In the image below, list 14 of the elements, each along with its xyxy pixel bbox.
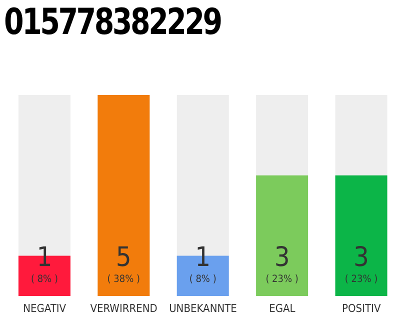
- annotation: ( 38% ): [107, 274, 140, 285]
- annotation: ( 23% ): [266, 274, 298, 285]
- data-label: 3: [354, 242, 369, 273]
- annotation: ( 23% ): [344, 274, 378, 285]
- annotation: ( 8% ): [30, 274, 58, 285]
- chart-title: 015778382229: [4, 2, 221, 43]
- x-tick-label: UNBEKANNTE: [169, 302, 237, 315]
- data-label: 3: [274, 242, 290, 273]
- data-label: 5: [116, 242, 132, 273]
- x-tick-label: VERWIRREND: [90, 302, 158, 315]
- annotation: ( 8% ): [189, 274, 216, 285]
- x-tick-label: NEGATIV: [23, 302, 66, 315]
- x-tick-label: POSITIV: [342, 302, 381, 315]
- x-tick-label: EGAL: [269, 302, 296, 315]
